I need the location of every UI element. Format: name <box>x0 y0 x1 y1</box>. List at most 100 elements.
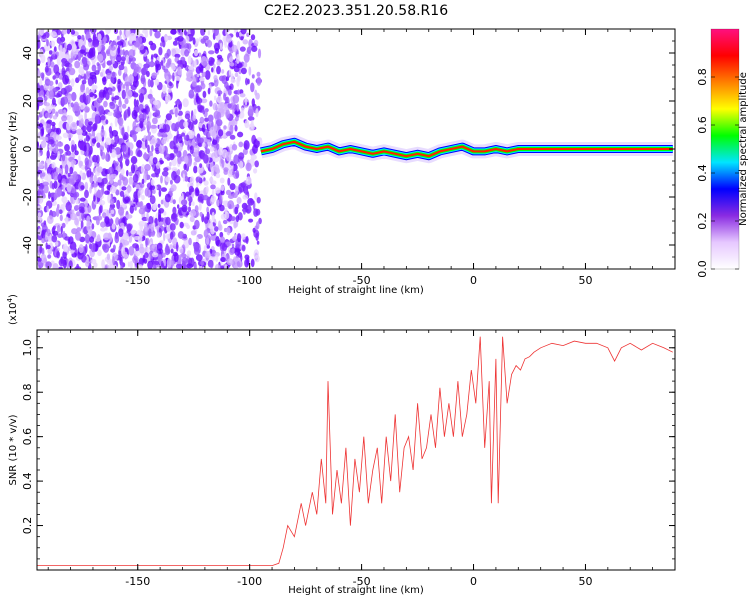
spectrogram-cell <box>146 202 151 210</box>
x-tick-label: -150 <box>125 274 150 287</box>
spectrogram-cell <box>184 49 190 57</box>
spectrogram-cell <box>74 217 79 226</box>
spectrogram-cell <box>93 174 97 183</box>
spectrogram-cell <box>182 173 186 182</box>
spectrogram-cell <box>234 72 239 78</box>
spectrogram-cell <box>104 190 110 195</box>
spectrogram-cell <box>66 150 72 156</box>
spectrogram-cell <box>206 40 213 48</box>
spectrogram-cell <box>101 259 105 269</box>
spectrogram-cell <box>49 61 55 68</box>
spectrogram-cell <box>141 178 145 184</box>
spectrogram-cell <box>124 66 128 75</box>
spectrogram-cell <box>258 217 262 225</box>
spectrogram-cell <box>205 186 209 194</box>
spectrogram-cell <box>150 232 155 237</box>
spectrogram-cell <box>185 191 190 197</box>
spectrogram-cell <box>177 204 180 209</box>
spectrogram-cell <box>250 198 253 204</box>
spectrogram-cell <box>195 254 203 262</box>
spectrogram-cell <box>207 139 211 147</box>
spectrogram-cell <box>121 186 127 191</box>
spectrogram-cell <box>175 75 181 81</box>
spectrogram-cell <box>96 142 101 148</box>
spectrogram-cell <box>87 205 92 213</box>
spectrogram-cell <box>41 172 46 177</box>
spectrogram-cell <box>221 243 228 252</box>
spectrogram-cell <box>212 102 218 111</box>
spectrogram-cell <box>193 243 200 253</box>
spectrogram-cell <box>163 211 167 216</box>
spectrogram-cell <box>187 130 195 139</box>
spectrogram-cell <box>111 96 115 102</box>
spectrogram-cell <box>56 167 63 173</box>
spectrogram-cell <box>228 119 235 127</box>
spectrogram-cell <box>213 75 218 81</box>
spectrogram-cell <box>45 261 52 269</box>
spectrogram-cell <box>245 77 249 86</box>
spectrogram-cell <box>121 145 127 152</box>
spectrogram-cell <box>185 77 192 82</box>
spectrogram-cell <box>163 167 169 172</box>
spectrogram-cell <box>114 117 118 127</box>
colorbar-tick-label: 0.4 <box>696 164 709 182</box>
spectrogram-cell <box>71 144 75 153</box>
spectrogram-cell <box>61 67 66 77</box>
spectrogram-cell <box>70 29 76 35</box>
spectrogram-cell <box>189 216 195 223</box>
spectrogram-cell <box>223 125 227 130</box>
spectrogram-cell <box>110 77 115 84</box>
spectrogram-cell <box>64 164 69 175</box>
spectrogram-cell <box>100 128 105 138</box>
spectrogram-cell <box>187 206 191 213</box>
spectrogram-cell <box>68 67 76 76</box>
spectrogram-cell <box>127 106 131 117</box>
spectrogram-cell <box>205 148 211 155</box>
spectrogram-cell <box>172 237 178 247</box>
spectrogram-cell <box>111 71 116 77</box>
spectrogram-cell <box>105 29 111 35</box>
spectrogram-cell <box>154 147 160 152</box>
spectrogram-cell <box>165 233 171 240</box>
spectrogram-cell <box>58 266 63 269</box>
spectrogram-cell <box>61 154 66 162</box>
spectrogram-cell <box>37 39 41 49</box>
spectrogram-cell <box>175 121 182 128</box>
snr-series-line <box>37 336 673 566</box>
spectrogram-cell <box>209 100 213 107</box>
spectrogram-cell <box>165 113 172 121</box>
spectrogram-cell <box>113 29 119 34</box>
spectrogram-cell <box>184 155 189 165</box>
spectrogram-cell <box>155 63 162 71</box>
spectrogram-cell <box>117 84 121 93</box>
spectrogram-cell <box>97 234 101 242</box>
spectrogram-cell <box>46 244 51 250</box>
spectrogram-cell <box>100 115 106 121</box>
spectrogram-cell <box>225 35 232 43</box>
spectrogram-cell <box>128 246 135 256</box>
spectrogram-cell <box>57 204 60 209</box>
spectrogram-cell <box>255 232 259 241</box>
spectrogram-cell <box>74 205 81 209</box>
spectrogram-cell <box>213 29 219 36</box>
spectrogram-cell <box>159 42 164 47</box>
spectrogram-cell <box>120 262 124 269</box>
spectrogram-cell <box>211 211 215 222</box>
spectrogram-cell <box>186 224 191 229</box>
spectrogram-cell <box>119 222 125 227</box>
spectrogram-cells <box>37 29 263 269</box>
spectrogram-cell <box>41 73 45 81</box>
spectrogram-cell <box>177 156 182 165</box>
spectrogram-cell <box>46 90 50 99</box>
spectrogram-cell <box>92 84 98 90</box>
spectrogram-cell <box>50 145 53 152</box>
spectrogram-cell <box>225 189 232 196</box>
spectrogram-cell <box>124 196 131 203</box>
spectrogram-cell <box>147 260 154 269</box>
spectrogram-cell <box>151 72 158 79</box>
spectrogram-cell <box>213 150 219 159</box>
spectrogram-cell <box>37 35 40 41</box>
spectrogram-cell <box>234 206 239 215</box>
spectrogram-cell <box>187 195 192 202</box>
spectrogram-cell <box>52 115 58 120</box>
